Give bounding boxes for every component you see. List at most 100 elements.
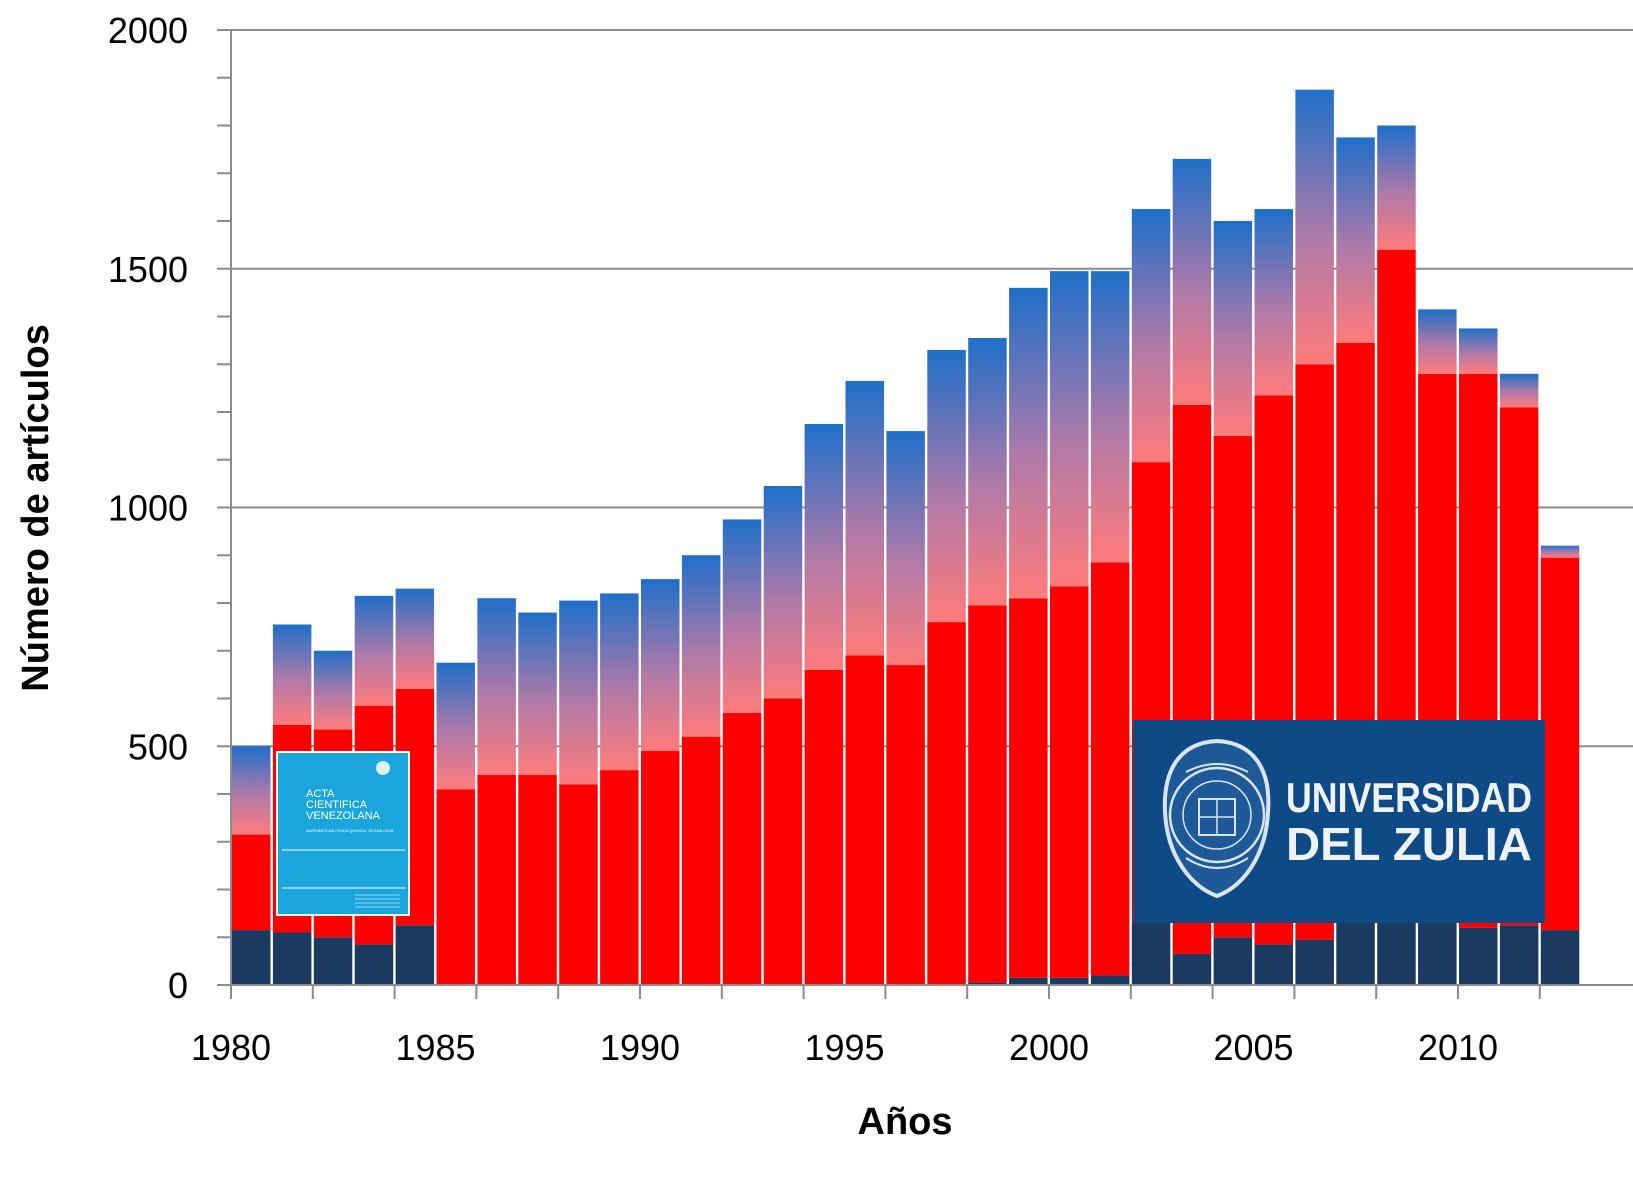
bar-segment-gradient — [354, 595, 394, 706]
bar-segment-navy — [1540, 930, 1580, 985]
x-axis-title: Años — [858, 1101, 953, 1143]
cover-emblem-icon — [376, 761, 390, 775]
bar-segment-gradient — [1459, 328, 1498, 374]
bar-segment-gradient — [641, 579, 680, 752]
bar-segment-navy — [1499, 925, 1539, 985]
bar-segment-gradient — [559, 600, 598, 785]
bar-segment-gradient — [1540, 545, 1580, 558]
y-tick-label: 2000 — [108, 10, 188, 51]
bar-segment-gradient — [1172, 158, 1212, 405]
bar-segment-red — [763, 698, 803, 985]
bar-segment-gradient — [845, 380, 884, 656]
bar-segment-red — [968, 605, 1007, 983]
bar-segment-navy — [1336, 922, 1375, 985]
bar-segment-red — [681, 736, 721, 985]
bar-segment-red — [641, 751, 680, 985]
y-tick-label: 1000 — [108, 488, 188, 529]
bar-segment-red — [600, 770, 639, 985]
y-tick-label: 1500 — [108, 249, 188, 290]
axes: 0 500 1000 1500 2000 1980 1985 1990 1995 2000 2005… — [108, 10, 1633, 1068]
bar-segment-gradient — [804, 423, 844, 670]
bar-segment-navy — [1050, 977, 1089, 985]
bar-segment-navy — [1418, 922, 1457, 985]
y-tick-label: 0 — [168, 965, 188, 1006]
bar-segment-navy — [1459, 927, 1498, 985]
cover-title-line: CIENTIFICA — [306, 799, 368, 811]
bar-segment-gradient — [968, 337, 1007, 606]
bar-segment-red — [518, 774, 557, 985]
university-seal-icon — [1162, 738, 1271, 899]
bar-segment-gradient — [763, 486, 803, 699]
bar-segment-red — [722, 712, 762, 985]
bar-segment-navy — [272, 932, 312, 985]
y-axis-title: Número de artículos — [15, 324, 57, 691]
bar-segment-gradient — [600, 593, 639, 771]
bar-segment-gradient — [681, 555, 721, 737]
x-tick-label: 1995 — [804, 1027, 884, 1068]
bar-segment-gradient — [1377, 125, 1416, 250]
bar-segment-navy — [1254, 944, 1293, 985]
bar-segment-gradient — [313, 650, 353, 730]
x-tick-label: 2005 — [1213, 1027, 1293, 1068]
bar-segment-red — [559, 784, 598, 985]
bar-segment-red — [804, 669, 844, 985]
bar-segment-gradient — [395, 588, 435, 689]
bar-segment-gradient — [272, 624, 312, 725]
bar-segment-red — [477, 774, 516, 985]
bar-segment-navy — [232, 930, 271, 985]
bar-segment-gradient — [1050, 271, 1089, 587]
bar-segment-gradient — [1213, 221, 1253, 436]
bar-segment-gradient — [1090, 271, 1130, 563]
bars — [232, 89, 1580, 985]
bar-segment-gradient — [1499, 373, 1539, 408]
x-tick-label: 1985 — [395, 1027, 475, 1068]
bar-segment-navy — [1131, 922, 1171, 985]
bar-segment-gradient — [1418, 309, 1457, 374]
logo-text-line1: UNIVERSIDAD — [1286, 774, 1532, 821]
x-tick-label: 1980 — [191, 1027, 271, 1068]
bar-segment-red — [1050, 586, 1089, 978]
bar-segment-gradient — [436, 662, 475, 790]
bar-segment-gradient — [232, 746, 271, 835]
x-tick-label: 1990 — [600, 1027, 680, 1068]
bar-segment-gradient — [477, 598, 516, 775]
cover-title-line: ACTA — [306, 788, 335, 800]
bar-segment-navy — [354, 944, 394, 985]
bar-segment-red — [436, 789, 475, 985]
x-tick-label: 2000 — [1009, 1027, 1089, 1068]
bar-segment-red — [232, 834, 271, 931]
bar-segment-gradient — [1131, 209, 1171, 463]
bar-segment-navy — [1172, 953, 1212, 985]
bar-segment-gradient — [1254, 209, 1293, 396]
cover-subtitle: MATEMATICAS FISICA QUIMICA TECNOLOGIA — [306, 828, 394, 833]
bar-segment-gradient — [722, 519, 762, 713]
bar-segment-navy — [1213, 937, 1253, 985]
cover-title-line: VENEZOLANA — [306, 810, 381, 822]
bar-segment-red — [845, 655, 884, 985]
bar-segment-gradient — [886, 431, 925, 666]
bar-segment-red — [886, 665, 925, 985]
bar-segment-navy — [1377, 922, 1416, 985]
bar-segment-red — [1009, 598, 1048, 978]
bar-segment-navy — [968, 982, 1007, 985]
bar-segment-gradient — [1336, 137, 1375, 343]
bar-segment-gradient — [1009, 287, 1048, 599]
bar-segment-navy — [1090, 975, 1130, 985]
bar-segment-gradient — [1295, 89, 1334, 365]
bar-segment-navy — [1295, 939, 1334, 985]
bar-segment-red — [1540, 557, 1580, 931]
bar-segment-red — [1090, 562, 1130, 976]
bar-segment-gradient — [518, 612, 557, 775]
x-tick-label: 2010 — [1418, 1027, 1498, 1068]
bar-segment-gradient — [927, 349, 966, 623]
y-tick-label: 500 — [128, 726, 188, 767]
bar-segment-navy — [395, 925, 435, 985]
bar-segment-navy — [313, 937, 353, 985]
bar-segment-navy — [1009, 977, 1048, 985]
bar-segment-red — [927, 622, 966, 985]
